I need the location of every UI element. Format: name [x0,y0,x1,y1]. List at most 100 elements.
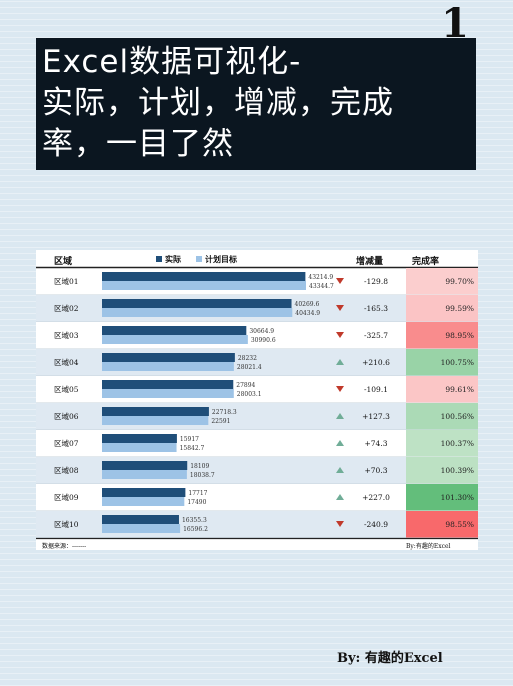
legend-plan-swatch [196,256,202,262]
bar-plan [102,416,209,425]
down-arrow-icon [336,278,344,284]
rate-value: 99.61% [445,385,474,394]
change-value: +70.3 [365,466,388,475]
rate-cell [406,268,478,295]
up-arrow-icon [336,494,344,500]
value-label-actual: 28232 [238,355,257,362]
source-note: 数据来源：------- [42,542,86,550]
credit-note: By:有趣的Excel [406,542,450,550]
bar-actual [102,488,186,497]
legend-actual-swatch [156,256,162,262]
bar-plan [102,524,181,533]
change-value: -109.1 [364,385,388,394]
rate-value: 98.55% [445,520,474,529]
value-label-actual: 40269.6 [295,301,320,308]
rate-cell [406,457,478,484]
down-arrow-icon [336,521,344,527]
up-arrow-icon [336,413,344,419]
value-label-actual: 27894 [236,382,255,389]
up-arrow-icon [336,359,344,365]
region-label: 区域06 [54,411,79,421]
change-value: -325.7 [364,331,388,340]
rate-cell [406,484,478,511]
change-value: -240.9 [364,520,388,529]
bar-plan [102,389,234,398]
bar-actual [102,272,306,281]
title-banner: Excel数据可视化- 实际，计划，增减，完成 率，一目了然 [36,38,476,170]
rate-value: 99.59% [445,304,474,313]
rate-value: 100.56% [441,412,474,421]
value-label-plan: 30990.6 [251,337,276,344]
value-label-actual: 43214.9 [308,274,333,281]
value-label-plan: 17490 [187,499,206,506]
legend-plan-label: 计划目标 [205,254,237,264]
value-label-plan: 15842.7 [180,445,205,452]
bar-actual [102,326,247,335]
bar-plan [102,281,306,290]
bar-actual [102,407,209,416]
value-label-actual: 15917 [180,436,199,443]
value-label-actual: 18109 [190,463,209,470]
up-arrow-icon [336,467,344,473]
bar-plan [102,362,234,371]
value-label-plan: 40434.9 [295,310,320,317]
region-label: 区域07 [54,438,79,448]
header-region: 区域 [54,255,72,267]
rate-cell [406,349,478,376]
region-label: 区域03 [54,330,79,340]
change-value: +210.6 [362,358,390,367]
title-line-3: 率，一目了然 [42,126,234,162]
bar-actual [102,299,292,308]
bar-actual [102,353,235,362]
chart-table: 区域 实际 计划目标 增减量 完成率 区域01 43214.9 43344.7 -12… [36,250,478,550]
title-line-1: Excel数据可视化- [42,44,302,80]
bar-plan [102,308,293,317]
region-label: 区域05 [54,384,79,394]
rate-value: 100.39% [441,466,474,475]
value-label-actual: 16355.3 [182,517,207,524]
region-label: 区域01 [54,276,79,286]
rate-cell [406,322,478,349]
value-label-plan: 43344.7 [309,283,334,290]
value-label-plan: 16596.2 [183,526,208,533]
value-label-actual: 17717 [188,490,207,497]
legend-actual-label: 实际 [165,254,181,264]
region-label: 区域04 [54,357,79,367]
rate-cell [406,511,478,538]
value-label-plan: 28003.1 [237,391,262,398]
rate-value: 99.70% [445,277,474,286]
region-label: 区域08 [54,465,79,475]
rate-cell [406,403,478,430]
rate-cell [406,430,478,457]
change-value: +227.0 [362,493,390,502]
bar-actual [102,461,188,470]
region-label: 区域10 [54,519,79,529]
bar-actual [102,434,177,443]
bar-actual [102,380,234,389]
rate-value: 101.30% [441,493,474,502]
rate-value: 100.37% [441,439,474,448]
value-label-plan: 18038.7 [190,472,215,479]
change-value: +127.3 [362,412,390,421]
bar-plan [102,443,177,452]
bar-plan [102,470,187,479]
rate-value: 100.75% [441,358,474,367]
bar-plan [102,497,185,506]
title-line-2: 实际，计划，增减，完成 [42,85,394,121]
down-arrow-icon [336,305,344,311]
value-label-actual: 30664.9 [249,328,274,335]
header-rate: 完成率 [412,255,439,267]
down-arrow-icon [336,332,344,338]
value-label-plan: 22591 [211,418,230,425]
rate-value: 98.95% [445,331,474,340]
region-label: 区域02 [54,303,79,313]
change-value: -165.3 [364,304,388,313]
rate-cell [406,295,478,322]
change-value: +74.3 [365,439,388,448]
down-arrow-icon [336,386,344,392]
footer-author: By: 有趣的Excel [337,651,443,666]
bar-actual [102,515,179,524]
rate-cell [406,376,478,403]
value-label-plan: 28021.4 [237,364,262,371]
header-change: 增减量 [356,255,383,267]
